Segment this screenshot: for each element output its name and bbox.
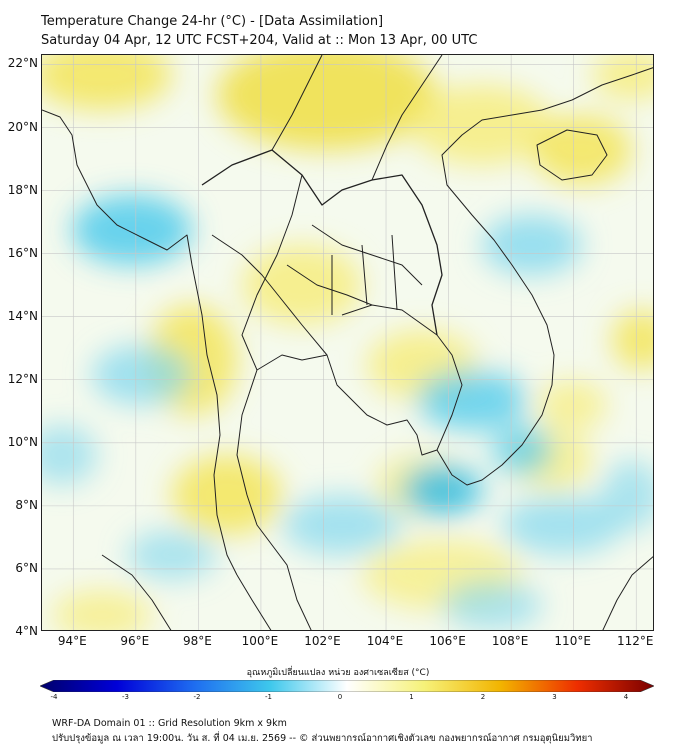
latitude-tick-label: 18°N xyxy=(7,182,38,197)
colorbar-tick-label: -1 xyxy=(265,693,272,701)
thai-myanmar-border xyxy=(241,174,303,371)
cool-area xyxy=(127,530,217,580)
peninsula-west-coast xyxy=(236,574,272,630)
longitude-tick-label: 94°E xyxy=(57,634,87,648)
graticule xyxy=(42,55,653,630)
colorbar xyxy=(40,680,654,692)
cambodia-border xyxy=(341,304,463,451)
temperature-change-field xyxy=(42,55,653,630)
latitude-tick-label: 12°N xyxy=(7,371,38,386)
hainan-island xyxy=(536,129,608,181)
longitude-tick-label: 98°E xyxy=(182,634,212,648)
province-border xyxy=(311,224,423,286)
warm-area xyxy=(592,55,653,100)
coastlines-borders xyxy=(42,55,653,630)
map-subtitle: Saturday 04 Apr, 12 UTC FCST+204, Valid … xyxy=(41,33,478,48)
myanmar-coastline xyxy=(42,109,238,576)
cool-area xyxy=(72,195,192,265)
gulf-coastline xyxy=(256,354,438,456)
latitude-tick-label: 4°N xyxy=(15,624,38,638)
colorbar-tick-label: 3 xyxy=(552,693,557,701)
warm-area xyxy=(172,455,282,535)
cool-area xyxy=(282,495,402,555)
china-coastline xyxy=(541,67,653,111)
colorbar-tick-label: 0 xyxy=(337,693,343,701)
warm-area xyxy=(217,55,437,150)
colorbar-tick-label: -2 xyxy=(193,693,201,701)
peninsula-east-coast xyxy=(236,369,312,630)
borneo-coastline xyxy=(602,556,653,630)
warm-area xyxy=(42,55,172,110)
map-panel xyxy=(41,54,654,631)
longitude-tick-label: 96°E xyxy=(120,634,150,648)
vietnam-coastline xyxy=(436,109,555,486)
longitude-tick-label: 106°E xyxy=(429,634,466,648)
northern-border xyxy=(271,55,323,151)
longitude-tick-label: 102°E xyxy=(304,634,341,648)
longitude-tick-label: 110°E xyxy=(554,634,591,648)
longitude-tick-label: 104°E xyxy=(366,634,404,648)
map-canvas xyxy=(42,55,653,630)
longitude-tick-label: 100°E xyxy=(241,634,279,648)
latitude-tick-label: 10°N xyxy=(7,434,38,449)
cool-area xyxy=(417,370,527,430)
cool-area xyxy=(402,465,482,515)
latitude-tick-label: 6°N xyxy=(15,560,38,575)
latitude-tick-label: 8°N xyxy=(15,497,38,512)
colorbar-gradient xyxy=(40,680,654,692)
warm-area xyxy=(52,590,152,630)
province-border xyxy=(331,234,398,315)
longitude-tick-label: 108°E xyxy=(491,634,529,648)
warm-area xyxy=(612,310,653,370)
latitude-tick-label: 22°N xyxy=(7,56,38,71)
sumatra-coastline xyxy=(101,554,172,630)
warm-area xyxy=(242,245,362,325)
colorbar-tick-label: -4 xyxy=(50,693,58,701)
cool-area xyxy=(442,580,542,630)
colorbar-tick-label: 4 xyxy=(623,693,629,701)
colorbar-title: อุณหภูมิเปลี่ยนแปลง หน่วย องศาเซลเซียส (… xyxy=(246,668,430,678)
province-border xyxy=(211,234,328,356)
footer-line-2: ปรับปรุงข้อมูล ณ เวลา 19:00น. วัน ส. ที่… xyxy=(52,733,593,744)
longitude-tick-label: 112°E xyxy=(616,634,654,648)
cool-area xyxy=(42,425,97,485)
warm-area xyxy=(412,85,552,165)
cool-area xyxy=(92,345,192,405)
warm-area xyxy=(532,115,632,185)
colorbar-tick-label: 1 xyxy=(409,693,414,701)
cool-area xyxy=(502,495,622,555)
latitude-tick-label: 20°N xyxy=(7,119,38,134)
map-title-block: Temperature Change 24-hr (°C) - [Data As… xyxy=(41,12,477,50)
cool-area xyxy=(492,425,552,475)
laos-border xyxy=(371,55,443,181)
footer-line-1: WRF-DA Domain 01 :: Grid Resolution 9km … xyxy=(52,718,287,729)
cool-area xyxy=(602,460,653,530)
latitude-tick-label: 16°N xyxy=(7,245,38,260)
warm-area xyxy=(537,380,607,430)
colorbar-tick-label: 2 xyxy=(480,693,486,701)
map-title: Temperature Change 24-hr (°C) - [Data As… xyxy=(41,14,384,29)
latitude-tick-label: 14°N xyxy=(7,308,38,323)
colorbar-tick-label: -3 xyxy=(122,693,129,701)
cool-area xyxy=(482,215,582,275)
